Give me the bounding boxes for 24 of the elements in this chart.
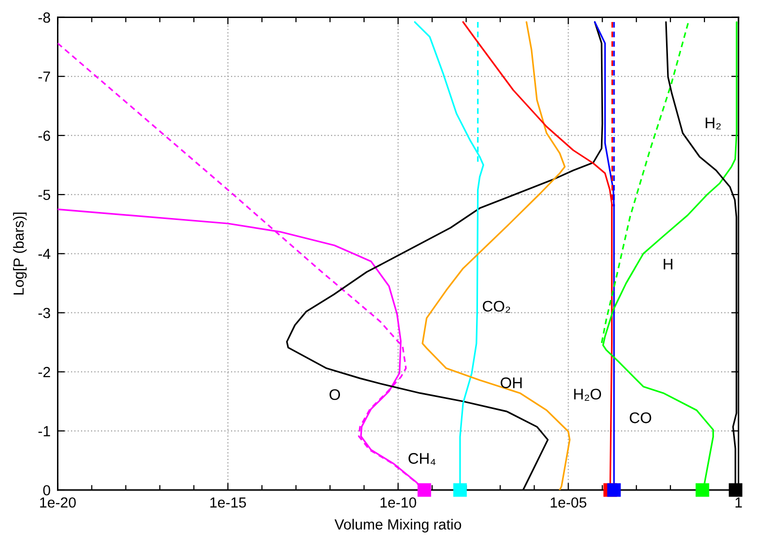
x-tick-label: 1e-20 [40, 497, 76, 508]
y-tick-label: -2 [38, 366, 50, 378]
series-label: H₂O [574, 388, 602, 401]
series-label: OH [500, 377, 522, 388]
x-tick-label: 1e-05 [550, 497, 586, 508]
x-tick-label: 1e-15 [210, 497, 246, 508]
y-tick-label: -5 [38, 190, 50, 200]
y-axis-title: Log[P (bars)] [13, 212, 27, 294]
y-tick-label: -1 [38, 426, 50, 436]
y-tick-label: -6 [38, 130, 50, 141]
x-axis-title: Volume Mixing ratio [334, 518, 462, 532]
series-label: CO [630, 412, 652, 424]
series-label: CO₂ [482, 300, 510, 313]
x-tick-label: 1 [736, 497, 742, 508]
series-label: O [330, 389, 340, 400]
series-label: H₂ [706, 118, 721, 130]
x-tick-label: 1e-10 [380, 497, 416, 508]
series-label: H [664, 258, 672, 270]
y-tick-label: -3 [38, 308, 50, 318]
y-tick-label: -4 [38, 248, 50, 259]
y-tick-label: -8 [38, 12, 50, 23]
y-tick-label: 0 [43, 485, 50, 496]
series-label: CH₄ [408, 453, 436, 466]
y-tick-label: -7 [38, 72, 50, 82]
